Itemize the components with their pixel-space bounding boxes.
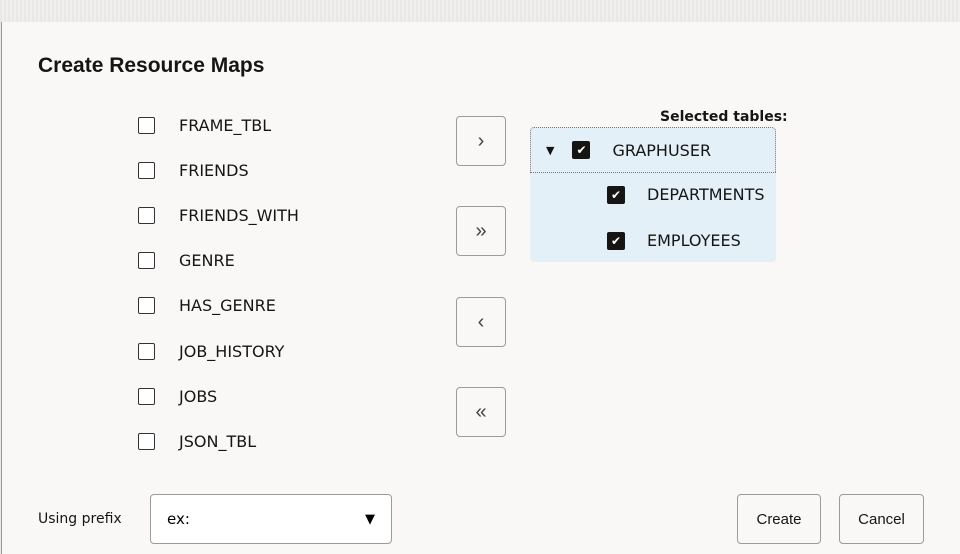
checkbox[interactable] — [138, 252, 155, 269]
table-label: JOB_HISTORY — [179, 342, 285, 361]
checkbox[interactable] — [138, 207, 155, 224]
tree-node-label: DEPARTMENTS — [647, 185, 765, 204]
checkbox[interactable] — [138, 433, 155, 450]
checkbox[interactable] — [138, 343, 155, 360]
table-label: JSON_TBL — [179, 432, 257, 451]
selected-tables-label: Selected tables: — [660, 109, 788, 125]
selected-tables-tree: ▼ ✔ GRAPHUSER ✔ DEPARTMENTS ✔ EMPLOYEES — [530, 127, 776, 262]
table-label: HAS_GENRE — [179, 296, 276, 315]
table-item[interactable]: JOB_HISTORY — [138, 342, 284, 361]
move-selected-button[interactable]: › — [456, 116, 506, 166]
table-label: GENRE — [179, 251, 235, 270]
tree-node-employees[interactable]: ✔ EMPLOYEES — [607, 231, 741, 250]
table-label: FRIENDS — [179, 161, 249, 180]
prefix-select[interactable]: ex: ▼ — [150, 494, 392, 544]
table-label: JOBS — [179, 387, 218, 406]
background-bar — [0, 0, 960, 22]
checkbox-checked[interactable]: ✔ — [572, 141, 591, 159]
table-item[interactable]: FRIENDS — [138, 161, 249, 180]
tree-node-graphuser[interactable]: ▼ ✔ GRAPHUSER — [530, 127, 776, 173]
prefix-label: Using prefix — [38, 511, 122, 527]
prefix-value: ex: — [167, 510, 190, 528]
collapse-triangle-icon[interactable]: ▼ — [546, 143, 555, 157]
checkbox[interactable] — [138, 388, 155, 405]
table-item[interactable]: JOBS — [138, 387, 217, 406]
checkbox[interactable] — [138, 162, 155, 179]
remove-selected-button[interactable]: ‹ — [456, 297, 506, 347]
table-item[interactable]: JSON_TBL — [138, 432, 256, 451]
table-item[interactable]: HAS_GENRE — [138, 296, 276, 315]
checkbox-checked[interactable]: ✔ — [607, 231, 625, 250]
tree-node-label: GRAPHUSER — [612, 140, 712, 160]
table-item[interactable]: FRIENDS_WITH — [138, 206, 299, 225]
checkbox[interactable] — [138, 297, 155, 314]
table-label: FRIENDS_WITH — [179, 206, 299, 225]
create-button[interactable]: Create — [737, 494, 821, 544]
table-item[interactable]: FRAME_TBL — [138, 116, 271, 135]
checkbox-checked[interactable]: ✔ — [607, 185, 625, 204]
create-resource-maps-dialog — [1, 22, 960, 554]
table-label: FRAME_TBL — [179, 116, 272, 135]
chevron-down-icon: ▼ — [365, 511, 375, 527]
tree-node-departments[interactable]: ✔ DEPARTMENTS — [607, 185, 765, 204]
checkbox[interactable] — [138, 117, 155, 134]
table-item[interactable]: GENRE — [138, 251, 235, 270]
remove-all-button[interactable]: « — [456, 387, 506, 437]
tree-node-label: EMPLOYEES — [647, 231, 741, 250]
move-all-button[interactable]: » — [456, 206, 506, 256]
dialog-title: Create Resource Maps — [38, 54, 265, 77]
cancel-button[interactable]: Cancel — [839, 494, 924, 544]
